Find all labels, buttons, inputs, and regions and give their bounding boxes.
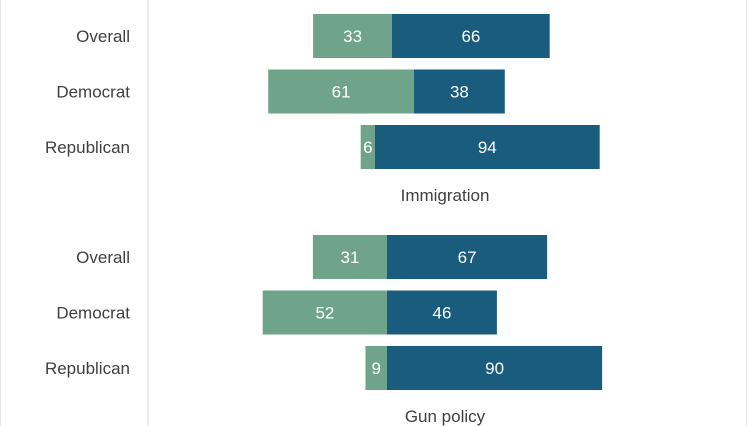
bar-right-segment: [387, 235, 548, 279]
bar-left-segment: [312, 235, 387, 279]
bar-right-value-label: 66: [461, 27, 480, 46]
bar-left-value-label: 52: [315, 304, 334, 323]
bar-left-segment: [360, 125, 375, 169]
bar-right-segment: [387, 346, 603, 390]
category-label: Overall: [76, 248, 130, 267]
bar-right-segment: [375, 125, 600, 169]
bar-left-value-label: 6: [363, 138, 372, 157]
bar-right-segment: [392, 14, 550, 58]
bar-left-segment: [268, 69, 414, 114]
bar-left-segment: [262, 290, 387, 335]
bar-right-value-label: 90: [485, 359, 504, 378]
bar-right-segment: [387, 290, 497, 335]
category-label: Democrat: [56, 83, 130, 102]
category-label: Republican: [45, 359, 130, 378]
category-label: Republican: [45, 138, 130, 157]
bar-right-value-label: 67: [458, 248, 477, 267]
category-label: Democrat: [56, 304, 130, 323]
bar-left-value-label: 33: [343, 27, 362, 46]
bar-right-segment: [414, 69, 505, 114]
bar-right-value-label: 46: [433, 304, 452, 323]
bar-left-value-label: 61: [332, 83, 351, 102]
category-label: Overall: [76, 27, 130, 46]
bar-left-segment: [313, 14, 392, 58]
bar-left-segment: [365, 346, 387, 390]
group-title: Gun policy: [405, 407, 486, 426]
group-title: Immigration: [401, 186, 490, 205]
bar-right-value-label: 94: [478, 138, 497, 157]
bar-left-value-label: 31: [341, 248, 360, 267]
bar-left-value-label: 9: [371, 359, 380, 378]
bar-right-value-label: 38: [450, 83, 469, 102]
